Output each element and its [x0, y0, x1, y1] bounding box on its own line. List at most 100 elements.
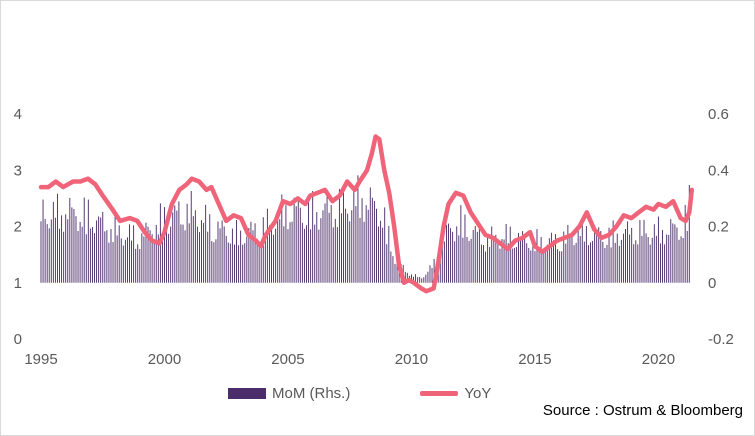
mom-bars [40, 175, 690, 283]
mom-bar [46, 224, 48, 283]
mom-bar [71, 207, 73, 283]
mom-bar [443, 241, 445, 283]
mom-bar [201, 220, 202, 283]
mom-bar [225, 235, 227, 283]
mom-bar [341, 213, 342, 283]
mom-bar [363, 221, 365, 283]
mom-bar [85, 234, 87, 283]
mom-bar [77, 230, 79, 283]
mom-bar [279, 219, 281, 283]
mom-bar [52, 201, 54, 283]
mom-bar [361, 198, 363, 283]
mom-bar [59, 228, 60, 283]
mom-bar [293, 197, 295, 283]
mom-bar [495, 234, 497, 283]
mom-bar [50, 219, 52, 283]
mom-bar [445, 224, 447, 283]
mom-bar [489, 247, 491, 283]
mom-bar [557, 249, 559, 283]
mom-bar [116, 235, 118, 283]
mom-bar [291, 221, 293, 283]
mom-bar [635, 240, 637, 283]
mom-bar [415, 274, 417, 283]
mom-bar [63, 231, 65, 283]
mom-bar [299, 207, 301, 283]
legend: MoM (Rhs.) YoY [228, 385, 561, 402]
mom-bar [487, 236, 489, 283]
mom-bar [330, 205, 332, 283]
mom-bar [112, 242, 114, 283]
mom-bar [135, 248, 137, 283]
mom-bar [427, 271, 429, 283]
mom-bar [129, 224, 130, 283]
mom-bar [285, 205, 287, 283]
legend-label-yoy: YoY [464, 385, 492, 402]
mom-bar [207, 231, 209, 283]
mom-bar [316, 212, 318, 283]
mom-bar [649, 244, 651, 283]
mom-bar [244, 243, 246, 283]
mom-bar [357, 175, 359, 283]
mom-bar [246, 236, 248, 283]
mom-bar [238, 245, 240, 283]
mom-bar [515, 246, 517, 283]
mom-bar [567, 224, 569, 283]
mom-bar [96, 220, 98, 283]
mom-bar [618, 245, 620, 283]
mom-bar [359, 217, 361, 283]
mom-bar [240, 230, 242, 283]
x-tick-label: 1995 [24, 351, 57, 368]
mom-bar [614, 242, 616, 283]
mom-bar [65, 214, 67, 283]
y-left-axis-ticks: 0 1 2 3 4 [14, 106, 22, 348]
mom-bar [139, 249, 141, 283]
mom-bar [425, 274, 427, 283]
x-tick-label: 2015 [518, 351, 551, 368]
mom-bar [170, 226, 172, 283]
mom-bar [297, 201, 299, 283]
mom-bar [542, 249, 544, 283]
mom-bar [575, 242, 577, 283]
mom-bar [592, 240, 594, 283]
mom-bar [485, 251, 487, 283]
mom-bar [106, 230, 108, 283]
mom-bar [550, 232, 552, 283]
mom-bar [604, 247, 606, 283]
mom-bar [172, 212, 174, 283]
mom-bar [546, 244, 548, 283]
mom-bar [147, 226, 149, 283]
mom-bar [530, 250, 532, 283]
mom-bar [262, 217, 264, 283]
mom-bar [627, 221, 629, 283]
mom-bar [616, 233, 618, 283]
mom-bar [203, 222, 205, 283]
mom-bar [587, 245, 589, 283]
mom-bar [583, 241, 585, 283]
mom-bar [184, 230, 186, 283]
mom-bar [660, 243, 661, 283]
mom-bar [355, 206, 357, 283]
mom-bar [528, 248, 530, 283]
mom-bar [680, 236, 682, 283]
mom-bar [168, 233, 170, 283]
mom-bar [684, 204, 686, 283]
mom-bar [507, 243, 509, 283]
mom-bar [268, 225, 270, 283]
mom-bar [233, 244, 235, 283]
mom-bar [503, 239, 505, 283]
mom-bar [622, 233, 624, 283]
mom-bar [396, 261, 398, 283]
mom-bar [509, 226, 511, 283]
mom-bar [221, 220, 223, 283]
mom-bar [100, 217, 102, 283]
mom-bar [310, 229, 312, 283]
mom-bar [166, 230, 168, 283]
mom-bar [653, 224, 655, 283]
mom-bar [326, 194, 328, 283]
mom-bar [433, 258, 435, 283]
mom-bar [577, 230, 579, 283]
mom-bar [668, 235, 670, 283]
mom-bar [81, 226, 83, 283]
source-note: Source : Ostrum & Bloomberg [542, 402, 743, 419]
mom-bar [633, 244, 635, 283]
